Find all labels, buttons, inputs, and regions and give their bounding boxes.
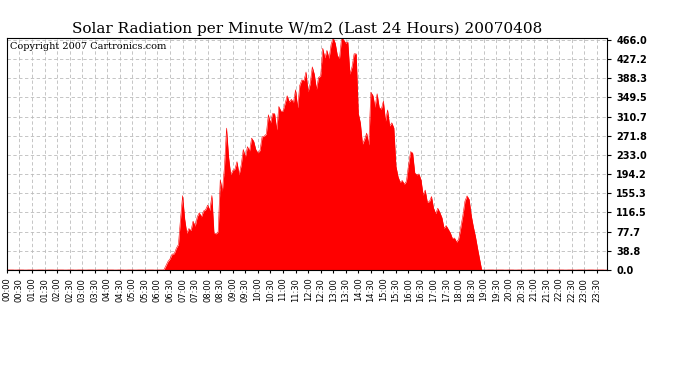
- Title: Solar Radiation per Minute W/m2 (Last 24 Hours) 20070408: Solar Radiation per Minute W/m2 (Last 24…: [72, 22, 542, 36]
- Text: Copyright 2007 Cartronics.com: Copyright 2007 Cartronics.com: [10, 42, 166, 51]
